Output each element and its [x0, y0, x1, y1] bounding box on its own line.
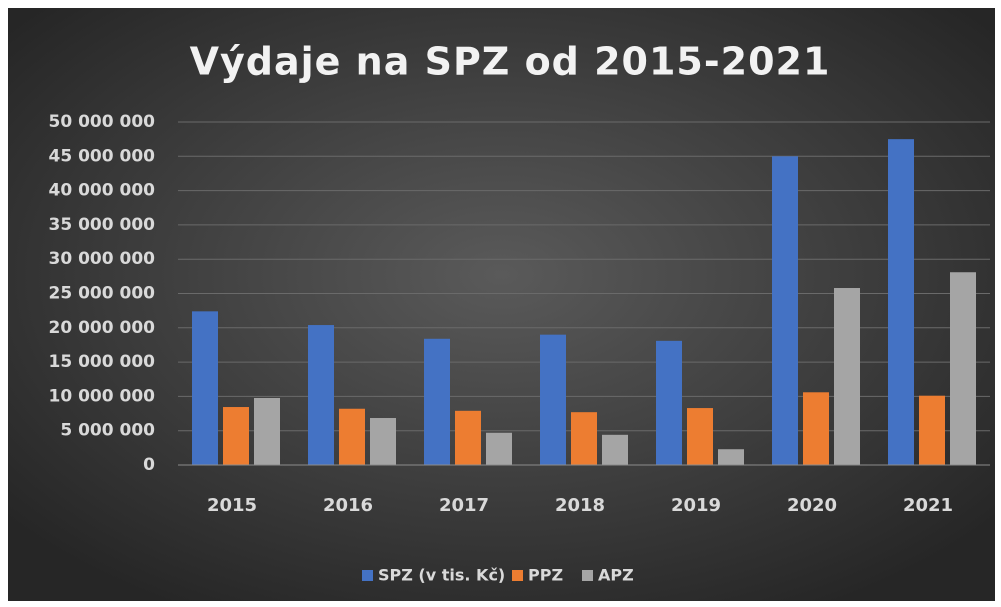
x-tick-label: 2018 — [555, 495, 605, 516]
legend-swatch — [512, 570, 523, 581]
bar — [718, 449, 744, 465]
legend-swatch — [582, 570, 593, 581]
y-tick-label: 5 000 000 — [60, 421, 155, 441]
bar — [919, 395, 945, 465]
x-tick-label: 2021 — [903, 495, 953, 516]
bar — [803, 392, 829, 465]
bar — [223, 407, 249, 465]
bar — [424, 338, 450, 465]
x-tick-label: 2016 — [323, 495, 373, 516]
bar — [192, 311, 218, 465]
legend-label: APZ — [598, 566, 634, 585]
y-tick-label: 45 000 000 — [49, 146, 156, 166]
y-tick-label: 0 — [143, 455, 155, 475]
bar — [486, 432, 512, 465]
y-tick-label: 35 000 000 — [49, 215, 156, 235]
legend-swatch — [362, 570, 373, 581]
bar — [950, 272, 976, 465]
bar — [540, 334, 566, 465]
bar — [571, 412, 597, 465]
bar — [772, 156, 798, 466]
chart-title: Výdaje na SPZ od 2015-2021 — [190, 40, 831, 84]
bar — [455, 410, 481, 465]
bar — [888, 139, 914, 465]
bar — [339, 408, 365, 465]
bar — [370, 418, 396, 465]
bar — [254, 397, 280, 465]
y-tick-label: 10 000 000 — [49, 386, 156, 406]
y-tick-label: 30 000 000 — [49, 249, 156, 269]
bar — [308, 325, 334, 465]
legend-label: SPZ (v tis. Kč) — [378, 566, 505, 585]
y-tick-label: 50 000 000 — [49, 112, 156, 132]
chart-background — [8, 8, 995, 601]
x-tick-label: 2015 — [207, 495, 257, 516]
bar — [602, 434, 628, 465]
bar — [687, 408, 713, 465]
y-tick-label: 15 000 000 — [49, 352, 156, 372]
bar — [656, 340, 682, 465]
y-tick-label: 25 000 000 — [49, 284, 156, 304]
y-tick-label: 40 000 000 — [49, 181, 156, 201]
x-tick-label: 2019 — [671, 495, 721, 516]
legend-label: PPZ — [528, 566, 563, 585]
bar — [834, 288, 860, 465]
x-tick-label: 2020 — [787, 495, 837, 516]
x-tick-label: 2017 — [439, 495, 489, 516]
y-tick-label: 20 000 000 — [49, 318, 156, 338]
